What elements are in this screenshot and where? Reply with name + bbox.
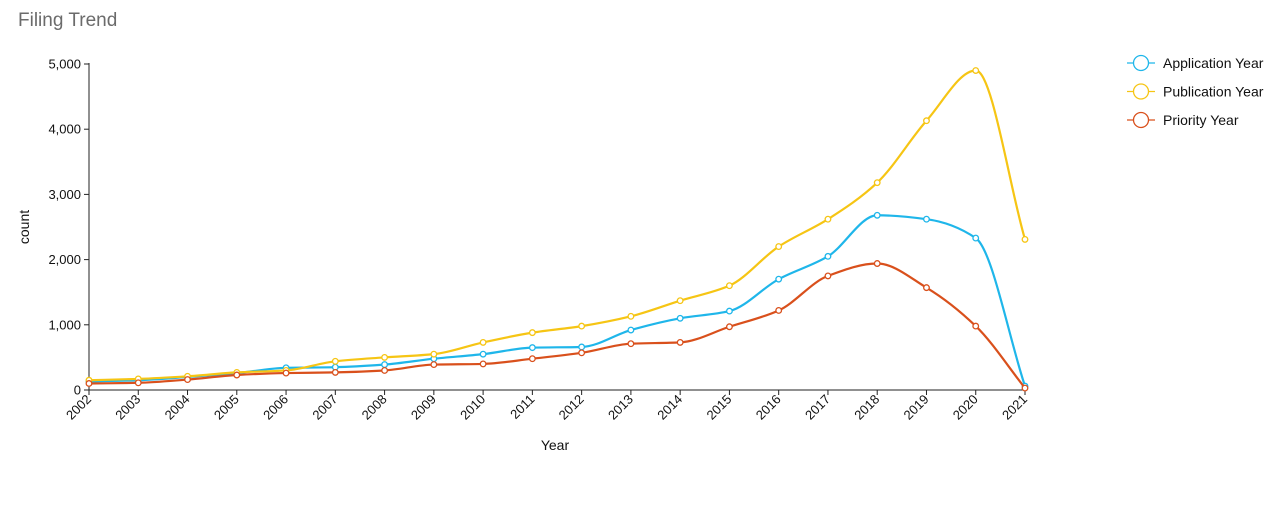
data-point[interactable] [873, 211, 881, 219]
data-point[interactable] [873, 260, 881, 267]
x-tick-label: 2016 [753, 392, 784, 423]
data-point[interactable] [725, 307, 733, 315]
series-line [88, 69, 1027, 382]
data-point[interactable] [676, 338, 684, 346]
x-tick-label: 2020 [950, 392, 981, 423]
data-point[interactable] [233, 371, 241, 379]
x-tick-label: 2007 [309, 392, 340, 423]
data-point[interactable] [775, 275, 783, 283]
data-point[interactable] [972, 322, 980, 330]
data-point[interactable] [627, 312, 635, 320]
legend-swatch-marker [1132, 111, 1150, 129]
x-tick-label: 2021 [999, 392, 1030, 423]
data-point[interactable] [873, 179, 881, 187]
data-point[interactable] [430, 350, 438, 358]
legend-label: Application Year [1163, 55, 1264, 71]
data-point[interactable] [430, 361, 438, 369]
data-point[interactable] [1021, 235, 1029, 243]
x-tick-label: 2012 [556, 392, 587, 423]
legend-swatch-marker [1132, 54, 1150, 72]
data-point[interactable] [725, 323, 733, 331]
legend-label: Publication Year [1163, 84, 1264, 100]
series-layer [85, 67, 1029, 392]
data-point[interactable] [578, 349, 586, 357]
data-point[interactable] [923, 284, 930, 292]
x-tick-label: 2010 [457, 392, 488, 423]
series-priority-year [85, 260, 1029, 392]
data-point[interactable] [282, 369, 290, 377]
x-tick-label: 2009 [408, 392, 439, 423]
data-point[interactable] [381, 361, 389, 369]
legend-swatch-marker [1132, 83, 1150, 100]
legend-item-priority-year[interactable]: Priority Year [1127, 111, 1239, 129]
data-point[interactable] [824, 272, 832, 280]
y-tick-label: 4,000 [48, 122, 81, 137]
data-point[interactable] [775, 243, 783, 251]
x-tick-label: 2019 [901, 392, 932, 423]
x-tick-label: 2005 [211, 392, 242, 423]
x-tick-label: 2017 [802, 392, 833, 423]
data-point[interactable] [578, 322, 586, 330]
y-tick-label: 3,000 [48, 187, 81, 202]
x-tick-label: 2003 [112, 392, 143, 423]
x-tick-label: 2008 [359, 392, 390, 423]
legend-label: Priority Year [1163, 112, 1239, 128]
data-point[interactable] [331, 368, 339, 376]
series-application-year [85, 211, 1029, 390]
data-point[interactable] [381, 353, 389, 361]
data-point[interactable] [479, 338, 487, 346]
series-publication-year [85, 67, 1029, 384]
legend-item-application-year[interactable]: Application Year [1127, 54, 1264, 72]
data-point[interactable] [134, 379, 142, 387]
data-point[interactable] [923, 117, 930, 125]
data-point[interactable] [184, 376, 191, 384]
y-tick-label: 5,000 [48, 57, 81, 72]
x-axis-title: Year [541, 437, 570, 453]
data-point[interactable] [972, 234, 980, 242]
data-point[interactable] [331, 357, 339, 365]
x-tick-label: 2014 [654, 392, 685, 423]
chart-axes: 0 1,000 2,000 3,000 4,000 5,000 2002 2003 2004 20… [16, 57, 1030, 454]
y-axis-title: count [16, 210, 32, 244]
x-tick-label: 2011 [507, 392, 537, 422]
data-point[interactable] [972, 67, 980, 74]
data-point[interactable] [676, 314, 684, 322]
y-tick-label: 0 [74, 383, 81, 398]
y-tick-label: 2,000 [48, 252, 81, 267]
y-tick-label: 1,000 [48, 317, 81, 332]
series-line [88, 262, 1026, 389]
data-point[interactable] [824, 215, 832, 223]
data-point[interactable] [85, 380, 93, 387]
data-point[interactable] [923, 215, 930, 223]
data-point[interactable] [676, 297, 684, 305]
data-point[interactable] [479, 360, 487, 368]
x-tick-label: 2004 [162, 392, 193, 423]
data-point[interactable] [627, 326, 635, 334]
panel-title: Filing Trend [18, 10, 118, 31]
data-point[interactable] [725, 282, 733, 290]
data-point[interactable] [627, 340, 635, 348]
data-point[interactable] [528, 355, 536, 363]
data-point[interactable] [578, 343, 586, 351]
data-point[interactable] [528, 329, 536, 337]
x-tick-label: 2006 [260, 392, 291, 423]
x-tick-label: 2015 [703, 392, 734, 423]
legend-item-publication-year[interactable]: Publication Year [1127, 83, 1264, 100]
data-point[interactable] [775, 307, 783, 314]
x-tick-label: 2018 [851, 392, 882, 423]
data-point[interactable] [824, 252, 832, 260]
x-tick-label: 2013 [605, 392, 636, 423]
data-point[interactable] [381, 366, 389, 374]
data-point[interactable] [528, 344, 536, 352]
data-point[interactable] [479, 350, 487, 358]
data-point[interactable] [1021, 384, 1029, 392]
series-line [88, 214, 1027, 387]
x-tick-label: 2002 [63, 392, 94, 423]
chart-legend[interactable]: Application Year Publication Year Priority… [1127, 54, 1264, 129]
